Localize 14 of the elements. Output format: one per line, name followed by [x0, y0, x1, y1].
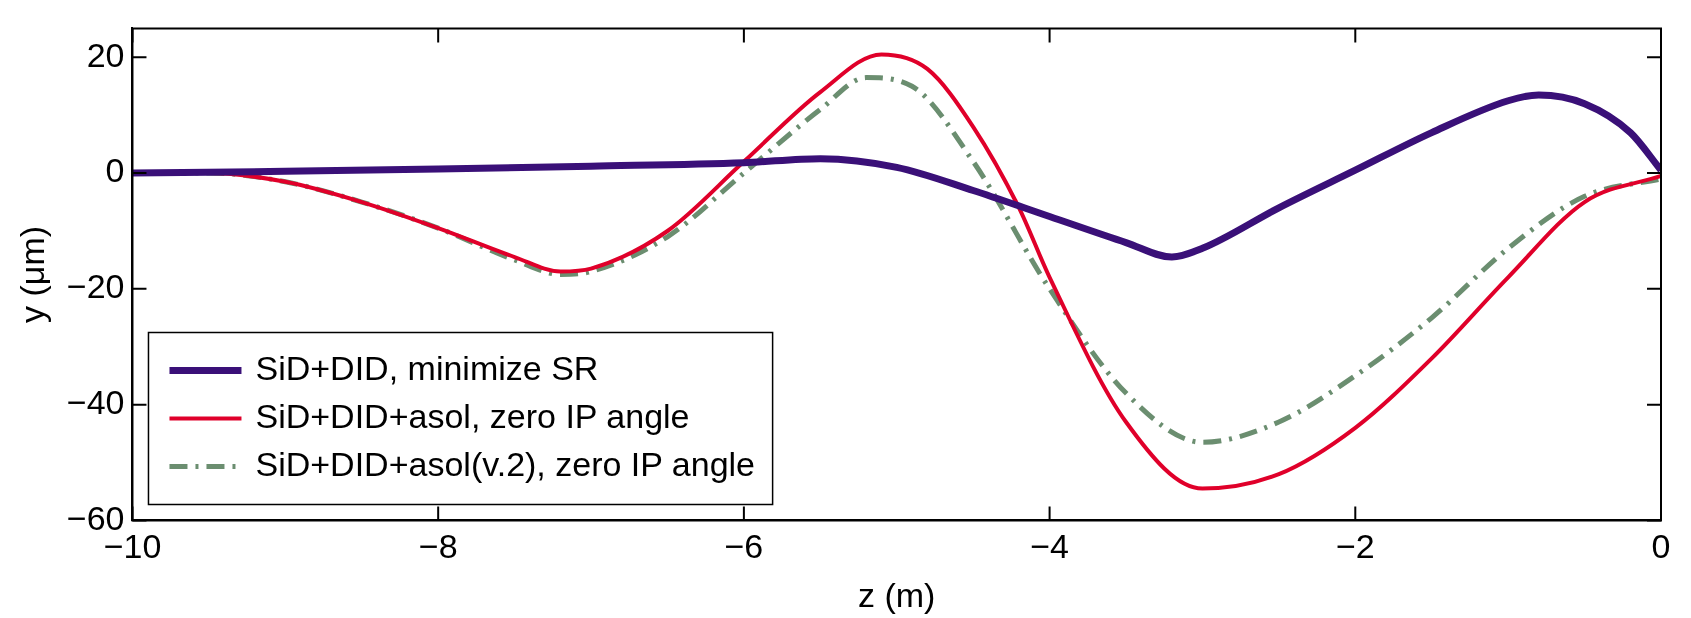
legend-label: SiD+DID+asol(v.2), zero IP angle: [255, 444, 756, 483]
x-tick-label: −8: [418, 527, 458, 566]
legend-label: SiD+DID, minimize SR: [255, 348, 599, 387]
y-axis-title: y (μm): [12, 225, 51, 323]
x-tick-label: −6: [724, 527, 764, 566]
legend-label: SiD+DID+asol, zero IP angle: [255, 396, 690, 435]
x-tick-label: 0: [1651, 527, 1671, 566]
y-tick-label: −40: [66, 383, 125, 422]
y-tick-label: 20: [86, 35, 125, 74]
x-tick-label: −4: [1030, 527, 1069, 566]
x-tick-label: −2: [1335, 527, 1375, 566]
y-tick-label: −20: [66, 267, 125, 306]
x-axis-title: z (m): [858, 575, 936, 614]
y-tick-label: 0: [105, 151, 125, 190]
